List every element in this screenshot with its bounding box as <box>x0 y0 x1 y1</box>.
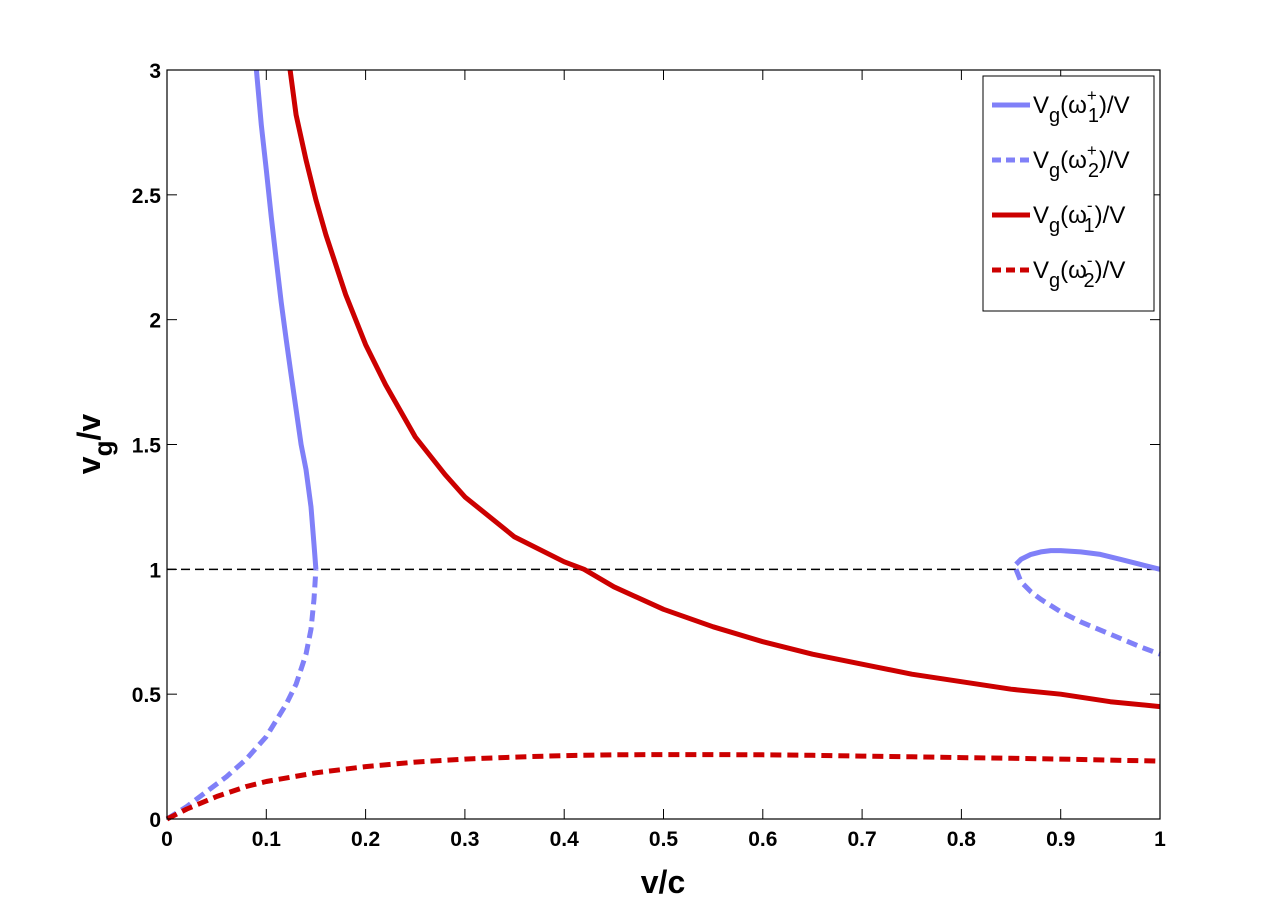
legend-label-2: Vg(ω+ 2)/V <box>1033 141 1130 182</box>
plot-frame <box>166 69 1161 820</box>
axis-ticks <box>166 69 1161 820</box>
legend-label-4: Vg(ω-2)/V <box>1033 251 1125 292</box>
y-axis-label-main: v <box>71 456 107 474</box>
x-tick-label: 0.7 <box>847 828 876 851</box>
series-2-line <box>165 569 319 822</box>
series-layer <box>165 69 1161 822</box>
x-tick-label: 0 <box>161 828 173 851</box>
legend-label-3: Vg(ω-1)/V <box>1033 196 1125 237</box>
y-tick-label: 1.5 <box>132 435 162 458</box>
x-tick-label: 0.4 <box>550 828 580 851</box>
y-axis-label: vg/v <box>71 414 118 475</box>
series-2-line <box>1013 568 1161 657</box>
series-1-line <box>1014 548 1161 572</box>
x-tick-labels: 0 0.1 0.2 0.3 0.4 0.5 0.6 0.7 0.8 0.9 1 <box>161 828 1166 851</box>
series-3-line <box>287 69 1161 710</box>
y-tick-label: 0.5 <box>132 684 162 707</box>
x-tick-label: 0.9 <box>1046 828 1075 851</box>
legend-box <box>982 75 1155 312</box>
y-axis-label-sub: g <box>88 441 118 457</box>
x-tick-label: 0.6 <box>748 828 777 851</box>
y-tick-label: 2 <box>149 310 161 333</box>
y-tick-labels: 0 0.5 1 1.5 2 2.5 3 <box>132 60 162 832</box>
y-axis-label-tail: /v <box>71 414 107 441</box>
y-tick-label: 1 <box>149 559 161 582</box>
series-1-line <box>253 69 319 570</box>
legend-label-1: Vg(ω+ 1)/V <box>1033 86 1130 127</box>
y-tick-label: 2.5 <box>132 185 162 208</box>
x-axis-label: v/c <box>641 864 685 900</box>
x-tick-label: 0.1 <box>252 828 282 851</box>
x-tick-label: 0.2 <box>351 828 380 851</box>
x-tick-label: 0.8 <box>947 828 977 851</box>
x-tick-label: 1 <box>1154 828 1166 851</box>
legend: Vg(ω+ 1)/V Vg(ω+ 2)/V Vg(ω-1)/V Vg(ω-2)/V <box>982 75 1155 312</box>
series-4-line <box>165 752 1161 822</box>
x-tick-label: 0.5 <box>649 828 679 851</box>
svg-text:vg/v: vg/v <box>71 414 118 475</box>
y-tick-label: 3 <box>149 60 161 83</box>
y-tick-label: 0 <box>149 809 161 832</box>
x-tick-label: 0.3 <box>450 828 479 851</box>
